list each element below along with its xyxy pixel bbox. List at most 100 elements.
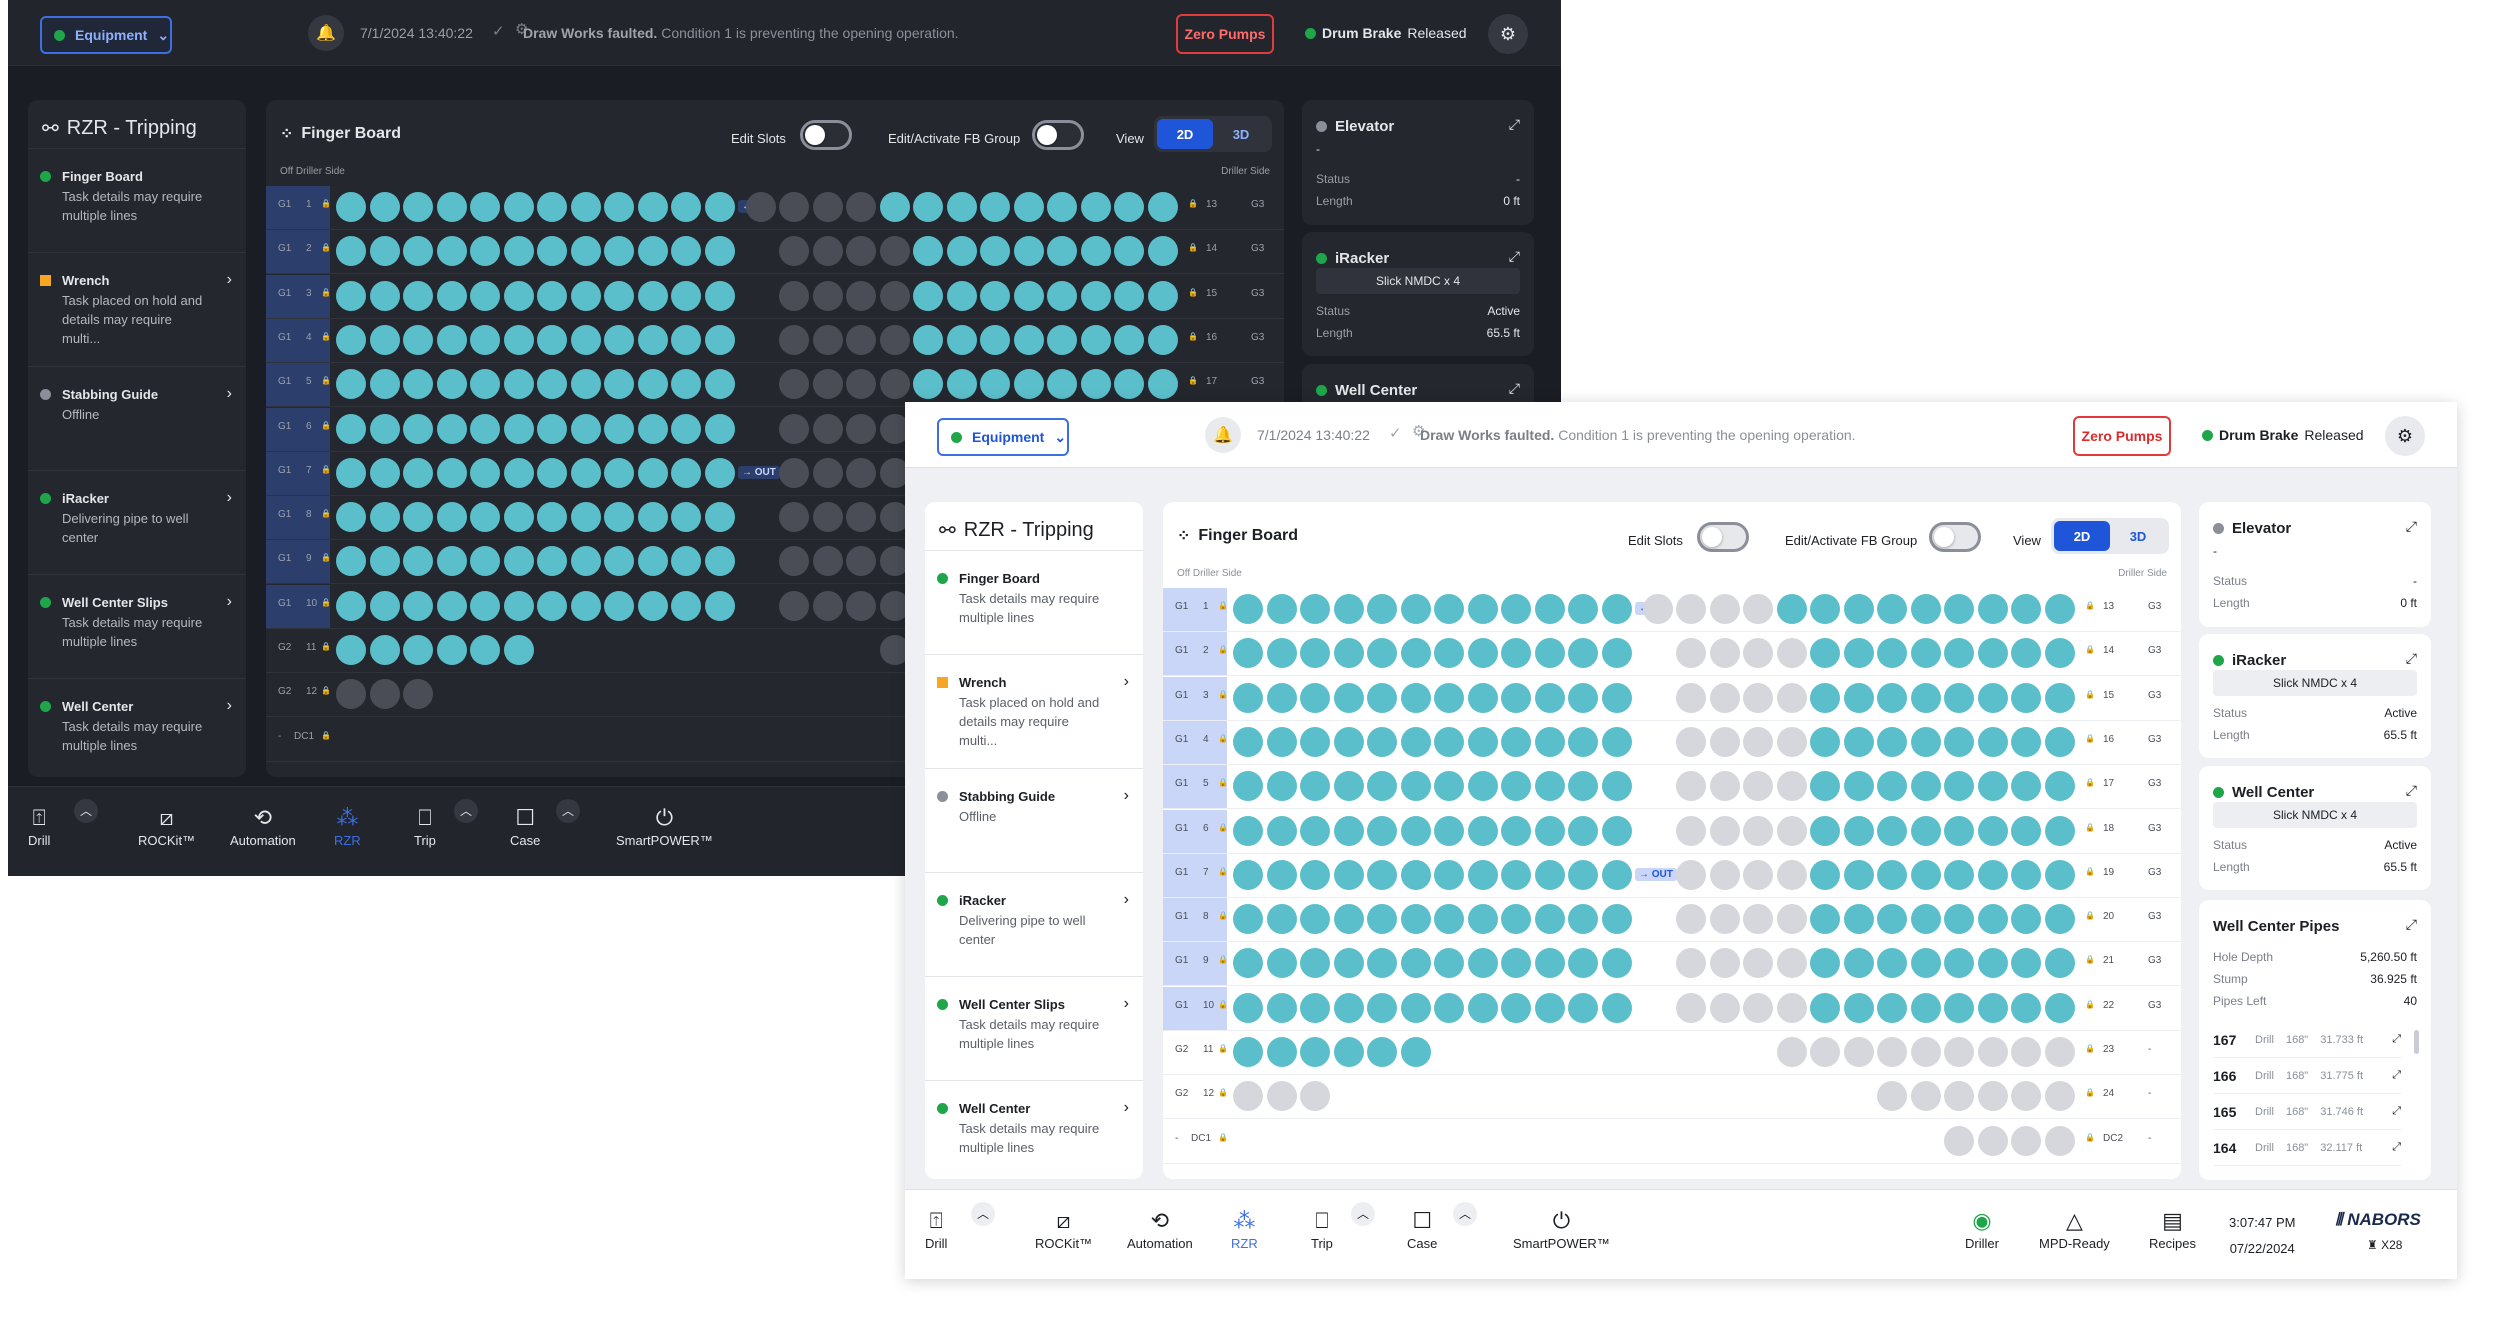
empty-slot[interactable] <box>846 502 876 533</box>
pipe-slot[interactable] <box>1810 948 1840 979</box>
empty-slot[interactable] <box>1910 1081 1941 1112</box>
pipe-slot[interactable] <box>1944 726 1974 757</box>
pipe-slot[interactable] <box>1568 771 1598 802</box>
edit-fb-toggle[interactable] <box>1032 120 1084 150</box>
pipe-slot[interactable] <box>2044 594 2075 624</box>
pipe-slot[interactable] <box>503 236 534 267</box>
pipe-slot[interactable] <box>403 546 433 577</box>
task-item[interactable]: Well Center Task details may require mult… <box>925 1080 1143 1178</box>
pipe-slot[interactable] <box>1434 682 1464 713</box>
pipe-slot[interactable] <box>403 590 433 621</box>
pipe-slot[interactable] <box>1300 594 1330 624</box>
pipe-slot[interactable] <box>1601 948 1632 979</box>
pipe-slot[interactable] <box>436 457 467 488</box>
empty-slot[interactable] <box>1676 859 1706 890</box>
pipe-slot[interactable] <box>637 236 668 267</box>
pipe-slot[interactable] <box>1944 948 1974 979</box>
pipe-slot[interactable] <box>1601 815 1632 846</box>
pipe-slot[interactable] <box>1047 280 1077 311</box>
pipe-slot[interactable] <box>369 192 400 222</box>
drill-expand[interactable]: ︿ <box>74 799 98 823</box>
view-3d-button[interactable]: 3D <box>2129 528 2147 544</box>
pipe-slot[interactable] <box>1810 726 1840 757</box>
pipe-slot[interactable] <box>704 324 735 355</box>
empty-slot[interactable] <box>2011 1037 2041 1067</box>
pipe-slot[interactable] <box>1877 948 1907 979</box>
pipe-slot[interactable] <box>1400 594 1431 624</box>
empty-slot[interactable] <box>779 324 809 355</box>
task-item[interactable]: iRacker Delivering pipe to well center › <box>28 470 246 574</box>
pipe-slot[interactable] <box>1467 771 1498 802</box>
pipe-slot[interactable] <box>436 192 467 222</box>
pipe-slot[interactable] <box>436 590 467 621</box>
nav-trip[interactable]: ⎕ Trip <box>1311 1206 1333 1251</box>
pipe-slot[interactable] <box>1534 638 1565 669</box>
empty-slot[interactable] <box>1709 948 1740 979</box>
pipe-slot[interactable] <box>2044 992 2075 1023</box>
pipe-slot[interactable] <box>369 280 400 311</box>
lock-icon[interactable]: 🔒 <box>2085 689 2095 699</box>
pipe-slot[interactable] <box>2044 948 2075 979</box>
empty-slot[interactable] <box>1944 1081 1974 1112</box>
pipe-slot[interactable] <box>1534 815 1565 846</box>
pipe-slot[interactable] <box>1910 594 1941 624</box>
pipe-slot[interactable] <box>1877 771 1907 802</box>
pipe-slot[interactable] <box>1233 859 1263 890</box>
pipe-slot[interactable] <box>403 324 433 355</box>
empty-slot[interactable] <box>1676 726 1706 757</box>
task-item[interactable]: Stabbing Guide Offline › <box>28 366 246 470</box>
pipe-slot[interactable] <box>671 280 701 311</box>
pipe-slot[interactable] <box>671 369 701 400</box>
pipe-slot[interactable] <box>1810 771 1840 802</box>
pipe-slot[interactable] <box>1333 638 1364 669</box>
empty-slot[interactable] <box>2044 1125 2075 1156</box>
pipe-slot[interactable] <box>1810 992 1840 1023</box>
expand-icon[interactable]: ⤢ <box>2405 518 2417 534</box>
task-item[interactable]: Well Center Slips Task details may requir… <box>925 976 1143 1080</box>
pipe-slot[interactable] <box>537 280 567 311</box>
pipe-slot[interactable] <box>403 280 433 311</box>
empty-slot[interactable] <box>1743 638 1773 669</box>
pipe-slot[interactable] <box>1776 594 1807 624</box>
pipe-slot[interactable] <box>1434 815 1464 846</box>
pipe-slot[interactable] <box>604 413 634 444</box>
pipe-slot[interactable] <box>1877 992 1907 1023</box>
empty-slot[interactable] <box>1944 1037 1974 1067</box>
lock-icon[interactable]: 🔒 <box>1218 1088 1228 1098</box>
pipe-slot[interactable] <box>1568 638 1598 669</box>
empty-slot[interactable] <box>1910 1037 1941 1067</box>
pipe-slot[interactable] <box>1843 638 1874 669</box>
pipe-slot[interactable] <box>1434 594 1464 624</box>
pipe-slot[interactable] <box>1300 682 1330 713</box>
pipe-slot[interactable] <box>2044 859 2075 890</box>
pipe-slot[interactable] <box>1080 324 1111 355</box>
pipe-slot[interactable] <box>913 369 943 400</box>
empty-slot[interactable] <box>1776 638 1807 669</box>
empty-slot[interactable] <box>1743 771 1773 802</box>
empty-slot[interactable] <box>879 280 910 311</box>
pipe-slot[interactable] <box>946 324 977 355</box>
lock-icon[interactable]: 🔒 <box>321 376 331 386</box>
pipe-slot[interactable] <box>946 369 977 400</box>
pipe-slot[interactable] <box>604 457 634 488</box>
pipe-slot[interactable] <box>604 192 634 222</box>
pipe-slot[interactable] <box>537 192 567 222</box>
pipe-slot[interactable] <box>1534 771 1565 802</box>
nav-trip[interactable]: ⎕ Trip <box>414 803 436 848</box>
empty-slot[interactable] <box>1676 594 1706 624</box>
pipe-slot[interactable] <box>470 192 500 222</box>
empty-slot[interactable] <box>1300 1081 1330 1112</box>
pipe-slot[interactable] <box>1501 594 1531 624</box>
pipe-slot[interactable] <box>1080 236 1111 267</box>
pipe-slot[interactable] <box>913 280 943 311</box>
empty-slot[interactable] <box>403 679 433 710</box>
pipe-slot[interactable] <box>1467 726 1498 757</box>
pipe-slot[interactable] <box>2011 771 2041 802</box>
pipe-slot[interactable] <box>1534 726 1565 757</box>
lock-icon[interactable]: 🔒 <box>321 686 331 696</box>
pipe-slot[interactable] <box>1910 726 1941 757</box>
trip-expand[interactable]: ︿ <box>1351 1202 1375 1226</box>
pipe-slot[interactable] <box>913 192 943 222</box>
pipe-slot[interactable] <box>671 502 701 533</box>
pipe-slot[interactable] <box>1843 726 1874 757</box>
